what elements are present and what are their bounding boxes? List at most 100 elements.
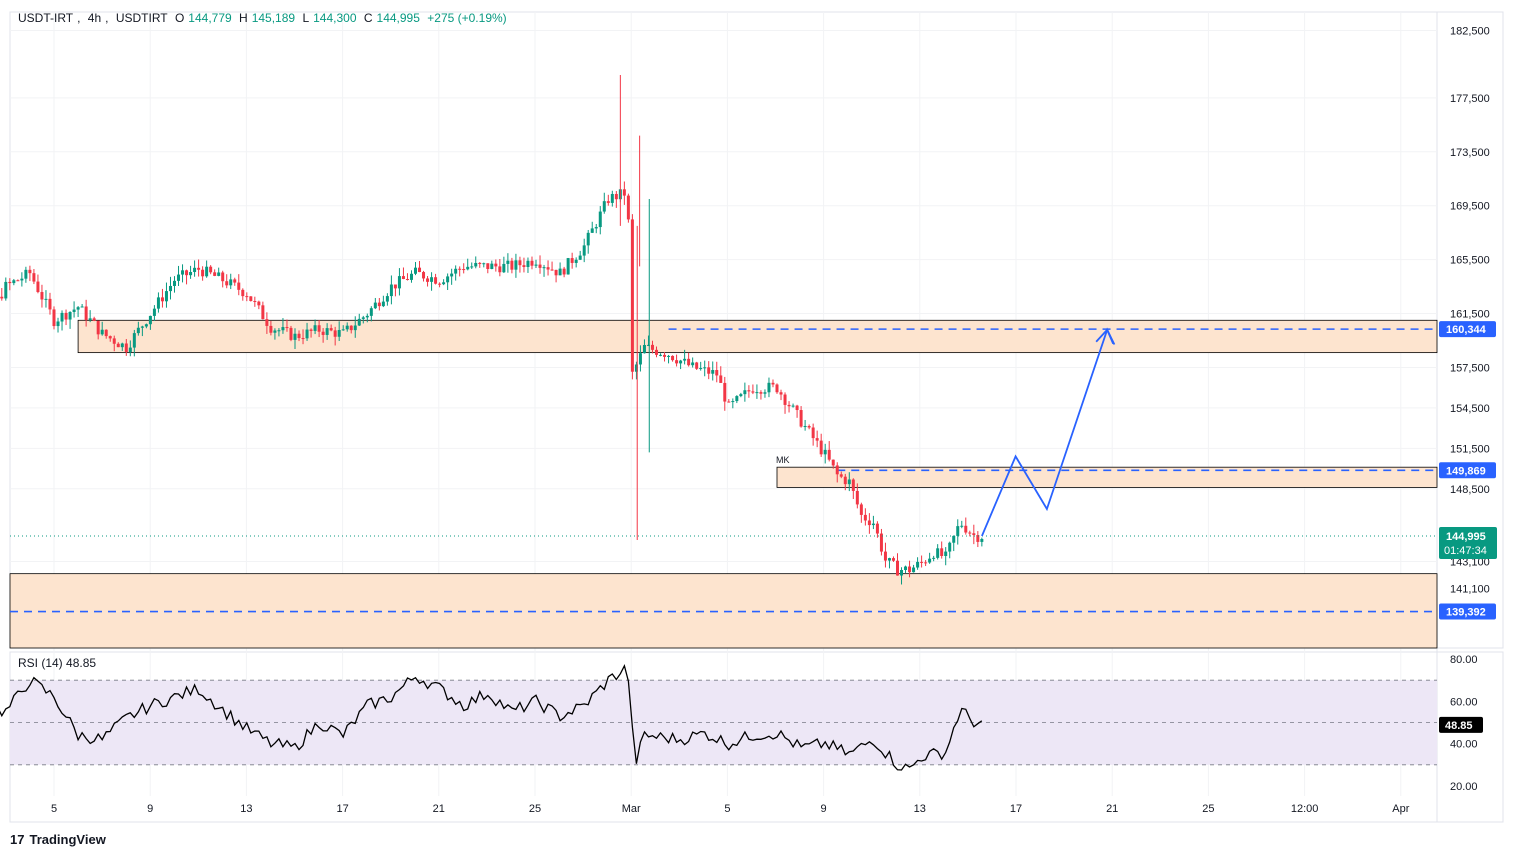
candle-body [900, 569, 904, 576]
candle-body [518, 260, 522, 266]
candle-body [610, 193, 614, 203]
price-axis-tick: 173,500 [1450, 147, 1490, 159]
candle-body [542, 267, 546, 269]
candle-body [498, 266, 502, 273]
candle-body [160, 297, 164, 302]
candle-body [586, 232, 590, 246]
rsi-value-label: 48.85 [1445, 720, 1473, 732]
candle-body [277, 330, 281, 332]
candle-body [739, 394, 743, 397]
candle-body [478, 262, 482, 264]
candle-body [269, 325, 273, 333]
candle-body [570, 258, 574, 263]
legend-interval[interactable]: 4h [87, 11, 102, 25]
candle-body [213, 272, 217, 276]
candle-body [108, 336, 112, 339]
candle-body [100, 329, 104, 335]
candle-body [36, 281, 40, 293]
rsi-axis-tick: 20.00 [1450, 781, 1478, 793]
supply-demand-zone [776, 466, 1438, 488]
candle-body [454, 268, 458, 274]
rsi-line [0, 663, 983, 771]
candle-body [799, 410, 803, 427]
candle-body [747, 390, 751, 392]
candle-body [458, 268, 462, 270]
rsi-value-badge [1439, 716, 1483, 733]
legend-open-value: 144,779 [188, 11, 232, 25]
candle-body [936, 548, 940, 558]
candle-body [309, 329, 313, 331]
candle-body [80, 306, 84, 308]
candle-body [321, 331, 325, 335]
candle-body [775, 384, 779, 393]
price-axis-tick: 169,500 [1450, 201, 1490, 213]
candle-body [201, 269, 205, 277]
candle-body [44, 298, 48, 300]
candle-body [273, 330, 277, 333]
zone-label: MK [776, 455, 790, 465]
candle-body [293, 333, 297, 340]
candle-body [96, 320, 100, 335]
candle-body [349, 325, 353, 331]
candle-body [112, 338, 116, 344]
current-price-badge [1439, 527, 1497, 560]
candle-body [871, 523, 875, 526]
candle-body [474, 262, 478, 267]
rsi-axis-tick: 40.00 [1450, 739, 1478, 751]
candle-body [217, 272, 221, 276]
candle-body [960, 525, 964, 527]
legend-symbol[interactable]: USDT-IRT [18, 11, 74, 25]
candle-body [221, 272, 225, 282]
candle-body [32, 273, 36, 282]
candle-body [430, 277, 434, 282]
candle-body [361, 317, 365, 319]
candle-body [546, 267, 550, 270]
candle-body [156, 297, 160, 309]
level-price-label-bg [1439, 603, 1496, 620]
candle-body [847, 479, 851, 485]
candle-body [538, 264, 542, 268]
candle-body [514, 260, 518, 270]
candle-body [867, 520, 871, 526]
candle-body [136, 327, 140, 334]
candle-body [341, 329, 345, 331]
candle-body [791, 405, 795, 407]
candle-body [20, 278, 24, 281]
candle-body [940, 548, 944, 556]
price-axis-tick: 165,500 [1450, 255, 1490, 267]
candle-body [209, 266, 213, 273]
candle-body [373, 302, 377, 309]
candle-body [422, 272, 426, 279]
candle-body [8, 281, 12, 284]
current-price-value: 144,995 [1446, 531, 1486, 543]
candle-body [626, 195, 630, 220]
rsi-value: 48.85 [66, 656, 97, 670]
candle-body [659, 354, 663, 356]
candle-body [839, 474, 843, 477]
candle-body [590, 228, 594, 233]
candle-body [795, 405, 799, 411]
candle-body [385, 296, 389, 302]
candle-body [357, 318, 361, 326]
candle-body [486, 263, 490, 269]
projection-path [981, 327, 1116, 537]
tradingview-brand[interactable]: 17 TradingView [10, 832, 106, 847]
candle-body [450, 273, 454, 277]
rsi-name[interactable]: RSI (14) [18, 656, 63, 670]
candle-body [731, 401, 735, 403]
candle-body [863, 514, 867, 521]
price-axis-tick: 161,500 [1450, 309, 1490, 321]
candle-body [48, 298, 52, 310]
time-axis-tick: 25 [529, 803, 541, 815]
candle-body [64, 312, 68, 320]
candle-body [831, 459, 835, 466]
candle-body [602, 201, 606, 212]
candle-body [28, 269, 32, 274]
level-price-label-bg [1439, 321, 1496, 338]
projection-arrowhead [1095, 328, 1114, 345]
candle-body [241, 289, 245, 297]
rsi-axis-tick: 80.00 [1450, 654, 1478, 666]
candle-body [783, 394, 787, 405]
